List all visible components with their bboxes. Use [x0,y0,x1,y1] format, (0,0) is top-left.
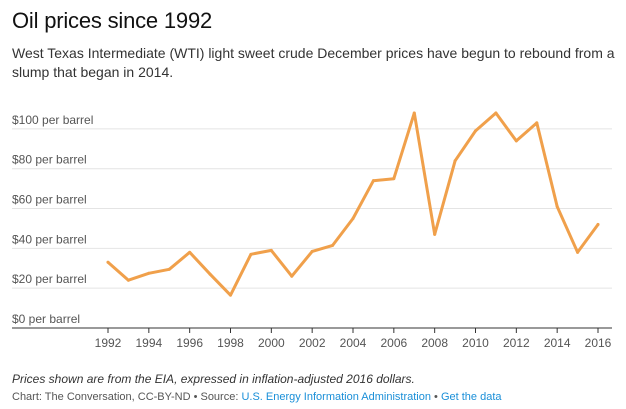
data-point [106,260,110,264]
y-tick-label: $100 per barrel [12,113,93,127]
x-tick-label: 2002 [299,336,326,350]
data-point [167,267,171,271]
source-link[interactable]: U.S. Energy Information Administration [241,391,431,403]
x-tick-label: 2000 [258,336,285,350]
series-layer [106,111,600,297]
data-point [290,274,294,278]
x-tick-label: 2016 [585,336,612,350]
y-tick-label: $0 per barrel [12,312,80,326]
data-point [494,111,498,115]
data-point [126,278,130,282]
credit-separator: • [430,391,441,403]
x-tick-label: 1994 [135,336,162,350]
data-point [514,139,518,143]
chart-title: Oil prices since 1992 [12,8,213,33]
series-line [106,111,600,297]
data-point [331,243,335,247]
x-tick-label: 2006 [380,336,407,350]
data-point [576,250,580,254]
x-tick-label: 1992 [95,336,122,350]
chart-credit: Chart: The Conversation, CC-BY-ND • Sour… [12,391,502,403]
data-point [229,293,232,297]
x-tick-label: 2008 [421,336,448,350]
data-point [392,177,396,181]
x-tick-label: 2014 [544,336,571,350]
get-data-link[interactable]: Get the data [440,391,502,403]
data-point [453,159,457,163]
y-tick-label: $80 per barrel [12,153,87,167]
y-tick-label: $20 per barrel [12,272,87,286]
y-tick-label: $60 per barrel [12,193,87,207]
x-tick-label: 1996 [176,336,203,350]
data-point [269,248,273,252]
data-point [188,250,192,254]
credit-prefix: Chart: The Conversation, CC-BY-ND • Sour… [12,391,242,403]
y-axis-tick-labels: $0 per barrel $20 per barrel $40 per barre… [12,113,93,326]
data-point [351,217,355,220]
x-tick-label: 2012 [503,336,530,350]
chart-subtitle: West Texas Intermediate (WTI) light swee… [12,45,615,80]
data-point [249,252,253,256]
grid-lines [12,128,612,289]
data-point [310,249,314,253]
data-point [433,232,437,236]
data-point [371,179,375,183]
data-point [147,271,151,275]
chart-note: Prices shown are from the EIA, expressed… [12,372,415,386]
x-tick-label: 2004 [340,336,367,350]
data-point [474,129,477,133]
line-chart: $0 per barrel $20 per barrel $40 per barre… [12,111,612,350]
x-tick-label: 1998 [217,336,244,350]
x-axis: 1992 1994 1996 1998 2000 2002 2004 2006 2008 2010… [12,327,612,350]
y-tick-label: $40 per barrel [12,232,87,246]
data-point [208,272,212,276]
data-point [555,205,559,209]
data-point [535,121,539,125]
data-point [596,222,600,226]
x-tick-label: 2010 [462,336,489,350]
data-point [412,111,416,115]
